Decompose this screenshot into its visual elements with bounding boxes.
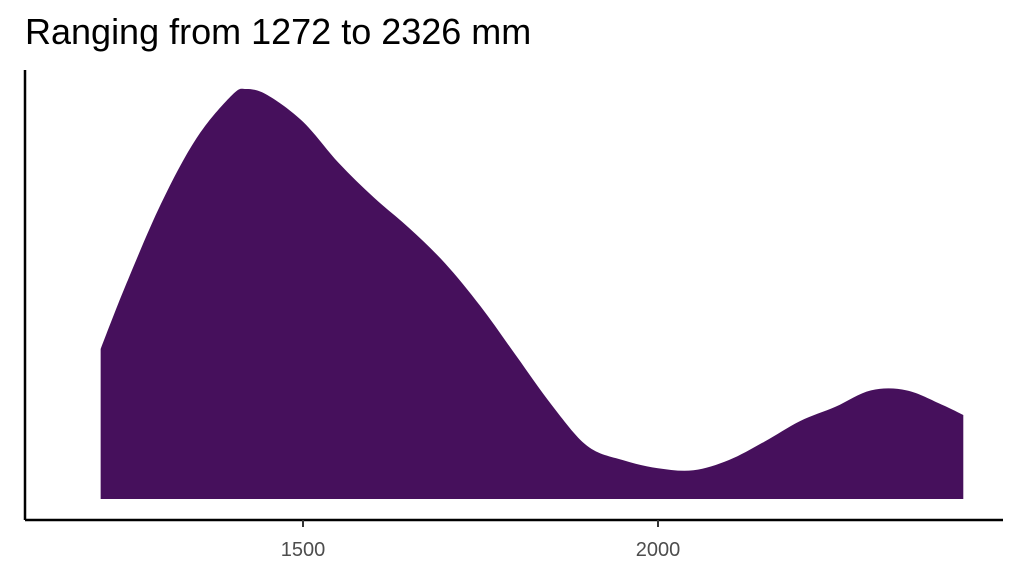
x-axis-ticks: 1500 2000 bbox=[281, 520, 681, 561]
density-area bbox=[100, 88, 964, 500]
chart-title: Ranging from 1272 to 2326 mm bbox=[25, 11, 532, 52]
x-tick-label-2000: 2000 bbox=[636, 539, 681, 561]
x-tick-label-1500: 1500 bbox=[281, 539, 326, 561]
